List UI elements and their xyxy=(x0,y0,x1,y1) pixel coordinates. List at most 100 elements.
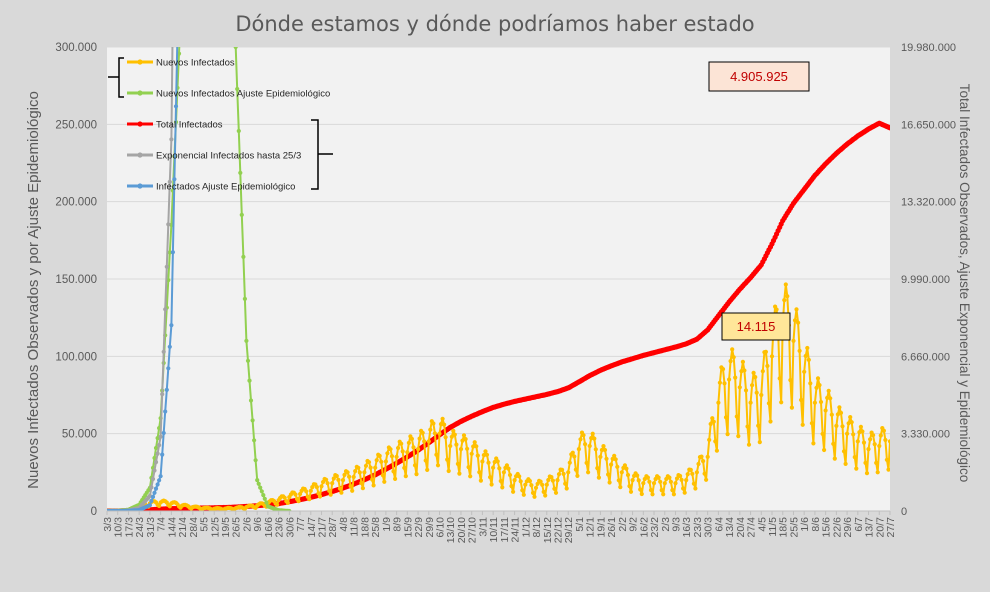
series-point xyxy=(242,296,247,301)
series-point xyxy=(233,47,238,50)
series-point xyxy=(259,489,264,494)
series-point xyxy=(829,412,834,417)
series-point xyxy=(417,436,422,441)
x-tick-label: 8/6 xyxy=(810,517,822,532)
x-tick-label: 6/7 xyxy=(853,517,865,532)
series-point xyxy=(754,390,759,395)
series-point xyxy=(858,424,864,429)
series-point xyxy=(757,440,762,445)
series-point xyxy=(163,409,168,414)
series-point xyxy=(733,375,738,380)
series-point xyxy=(803,353,808,359)
x-tick-label: 20/7 xyxy=(874,517,886,538)
series-point xyxy=(748,400,753,405)
x-tick-label: 25/8 xyxy=(370,517,382,538)
series-point xyxy=(639,491,644,497)
series-point xyxy=(488,475,493,480)
series-point xyxy=(457,471,462,476)
series-point xyxy=(445,457,450,462)
y-axis-left-label: Nuevos Infectados Observados y por Ajust… xyxy=(25,91,42,489)
series-point xyxy=(512,478,517,483)
series-point xyxy=(681,486,686,491)
series-point xyxy=(339,490,344,495)
series-point xyxy=(871,433,876,438)
series-point xyxy=(385,451,390,456)
series-point xyxy=(423,458,428,463)
series-point xyxy=(645,475,651,480)
series-point xyxy=(391,469,396,474)
series-point xyxy=(389,454,395,459)
series-point xyxy=(425,467,430,472)
series-point xyxy=(800,422,805,427)
series-point xyxy=(615,464,620,469)
series-point xyxy=(549,475,554,480)
x-tick-label: 21/4 xyxy=(177,517,189,538)
y-right-tick-label: 0 xyxy=(901,506,907,518)
series-point xyxy=(883,437,888,443)
series-point xyxy=(552,486,557,491)
x-tick-label: 10/3 xyxy=(113,517,125,538)
series-point xyxy=(789,405,795,410)
x-tick-label: 13/7 xyxy=(864,517,876,538)
series-point xyxy=(527,478,533,484)
series-point xyxy=(348,484,353,489)
series-point xyxy=(843,461,848,466)
series-point xyxy=(678,473,683,479)
series-point xyxy=(478,478,483,483)
y-left-tick-label: 300.000 xyxy=(55,42,97,54)
series-point xyxy=(684,478,689,483)
series-point xyxy=(170,250,175,255)
series-point xyxy=(434,452,439,457)
series-point xyxy=(714,448,720,453)
series-point xyxy=(722,381,727,386)
series-point xyxy=(717,380,723,385)
series-point xyxy=(287,508,292,511)
series-point xyxy=(782,298,787,303)
chart-title: Dónde estamos y dónde podríamos haber es… xyxy=(235,12,754,36)
series-point xyxy=(409,436,414,441)
series-point xyxy=(583,442,588,447)
series-point xyxy=(661,492,666,497)
series-point xyxy=(598,454,603,459)
legend-brace-right xyxy=(311,119,333,190)
series-point xyxy=(596,475,602,480)
y-left-tick-label: 0 xyxy=(91,506,97,518)
x-tick-label: 21/7 xyxy=(317,517,329,538)
series-point xyxy=(861,440,867,445)
series-point xyxy=(282,495,287,500)
series-point xyxy=(731,355,736,360)
series-point xyxy=(509,484,514,489)
series-point xyxy=(247,378,252,383)
series-point xyxy=(607,480,612,485)
series-point xyxy=(863,460,868,465)
y-left-tick-label: 250.000 xyxy=(55,119,97,131)
y-right-tick-label: 19.980.000 xyxy=(901,42,956,54)
x-tick-label: 12/1 xyxy=(585,517,597,538)
series-point xyxy=(314,485,319,490)
series-point xyxy=(769,354,775,359)
series-point xyxy=(866,447,871,452)
gridlines xyxy=(107,46,890,435)
series-point xyxy=(373,465,378,470)
series-point xyxy=(647,479,652,484)
series-point xyxy=(498,478,503,484)
series-point xyxy=(648,488,654,493)
series-point xyxy=(556,472,562,477)
series-point xyxy=(799,397,804,403)
series-point xyxy=(307,497,312,502)
legend-label: Total Infectados xyxy=(156,120,223,131)
series-point xyxy=(576,447,582,452)
series-point xyxy=(147,503,152,508)
series-point xyxy=(609,462,614,467)
y-left-tick-label: 100.000 xyxy=(55,351,97,363)
series-point xyxy=(702,471,707,476)
series-point xyxy=(688,467,693,472)
series-point xyxy=(393,476,398,481)
series-point xyxy=(851,432,856,437)
series-point xyxy=(241,254,246,259)
series-point xyxy=(382,479,387,484)
series-point xyxy=(475,453,480,458)
series-point xyxy=(533,485,539,490)
series-point xyxy=(656,475,661,480)
series-layer xyxy=(107,47,890,511)
